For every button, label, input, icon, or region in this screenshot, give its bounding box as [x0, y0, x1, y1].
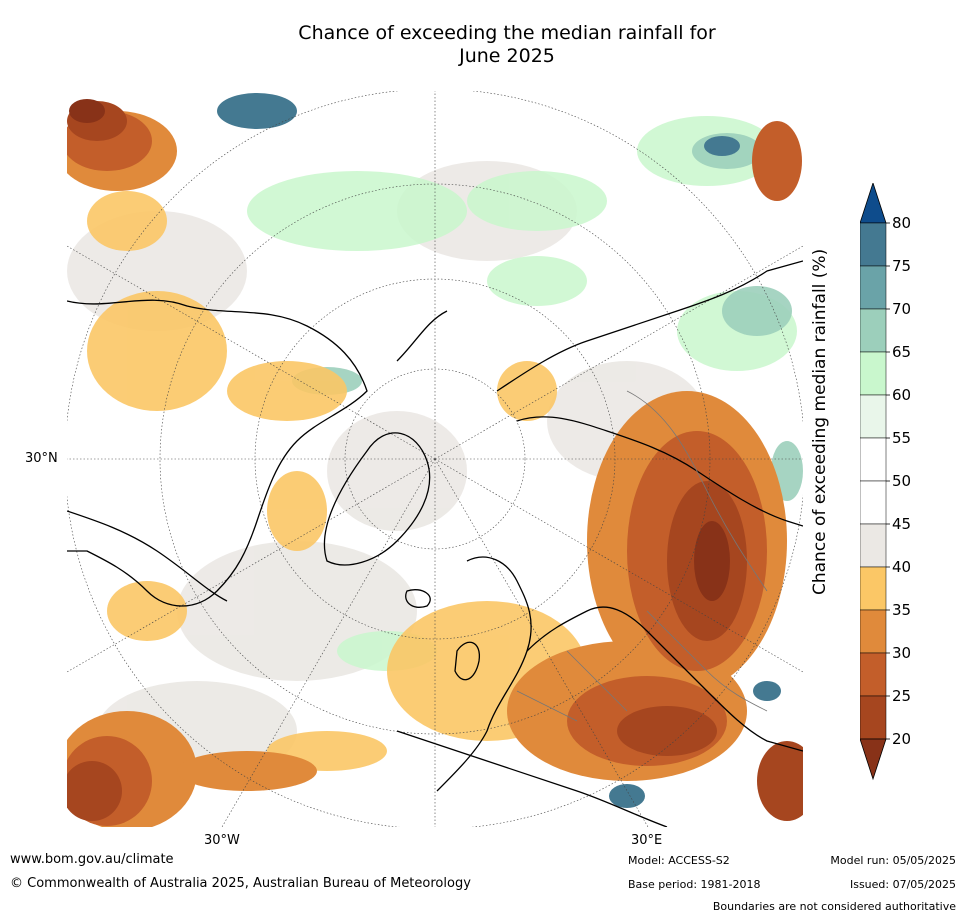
- colorbar-tick-label: 50: [892, 472, 911, 490]
- colorbar-extend-bottom: [860, 738, 887, 781]
- colorbar-tick-label: 35: [892, 601, 911, 619]
- footer-url[interactable]: www.bom.gov.au/climate: [10, 852, 174, 867]
- colorbar-band: [860, 609, 887, 654]
- drier-regions: [87, 191, 587, 771]
- colorbar-tick-label: 45: [892, 515, 911, 533]
- colorbar-band: [860, 652, 887, 697]
- footer-copyright: © Commonwealth of Australia 2025, Austra…: [10, 876, 471, 891]
- colorbar-tick-label: 80: [892, 214, 911, 232]
- title-line-1: Chance of exceeding the median rainfall …: [298, 22, 716, 44]
- footer-model-run: Model run: 05/05/2025: [830, 854, 956, 867]
- drier-regions-5: [69, 99, 730, 601]
- footer-base-period: Base period: 1981-2018: [628, 878, 761, 891]
- colorbar-tick-label: 40: [892, 558, 911, 576]
- footer-disclaimer: Boundaries are not considered authoritat…: [712, 900, 956, 913]
- title-line-2: June 2025: [459, 45, 555, 67]
- colorbar-band: [860, 265, 887, 310]
- coastlines: [67, 260, 803, 827]
- colorbar-tick-label: 30: [892, 644, 911, 662]
- footer-model: Model: ACCESS-S2: [628, 854, 730, 867]
- colorbar-band: [860, 308, 887, 353]
- colorbar-band: [860, 222, 887, 267]
- polar-map: [67, 91, 803, 827]
- colorbar-band: [860, 566, 887, 611]
- colorbar-band: [860, 394, 887, 439]
- map-canvas: [67, 91, 803, 827]
- colorbar-band: [860, 437, 887, 482]
- colorbar-tick-label: 55: [892, 429, 911, 447]
- colorbar-tick-label: 20: [892, 730, 911, 748]
- colorbar-band: [860, 480, 887, 525]
- lon-label-30w: 30°W: [204, 833, 240, 848]
- colorbar-band: [860, 523, 887, 568]
- colorbar-band: [860, 695, 887, 740]
- borders: [516, 390, 768, 722]
- lon-label-30e: 30°E: [631, 833, 663, 848]
- footer-issued: Issued: 07/05/2025: [849, 878, 956, 891]
- colorbar-tick-label: 75: [892, 257, 911, 275]
- colorbar-tick-label: 70: [892, 300, 911, 318]
- colorbar-tick-label: 65: [892, 343, 911, 361]
- colorbar-extend-top: [860, 183, 887, 224]
- colorbar-tick-label: 25: [892, 687, 911, 705]
- map-title: Chance of exceeding the median rainfall …: [0, 22, 965, 68]
- colorbar-band: [860, 351, 887, 396]
- lat-label-30n: 30°N: [25, 451, 58, 466]
- colorbar-tick-label: 60: [892, 386, 911, 404]
- colorbar: 80 75 70 65 60 55 50 45 40 35 30 25 20: [860, 183, 911, 781]
- graticule: [67, 91, 803, 827]
- colorbar-label: Chance of exceeding median rainfall (%): [810, 248, 830, 595]
